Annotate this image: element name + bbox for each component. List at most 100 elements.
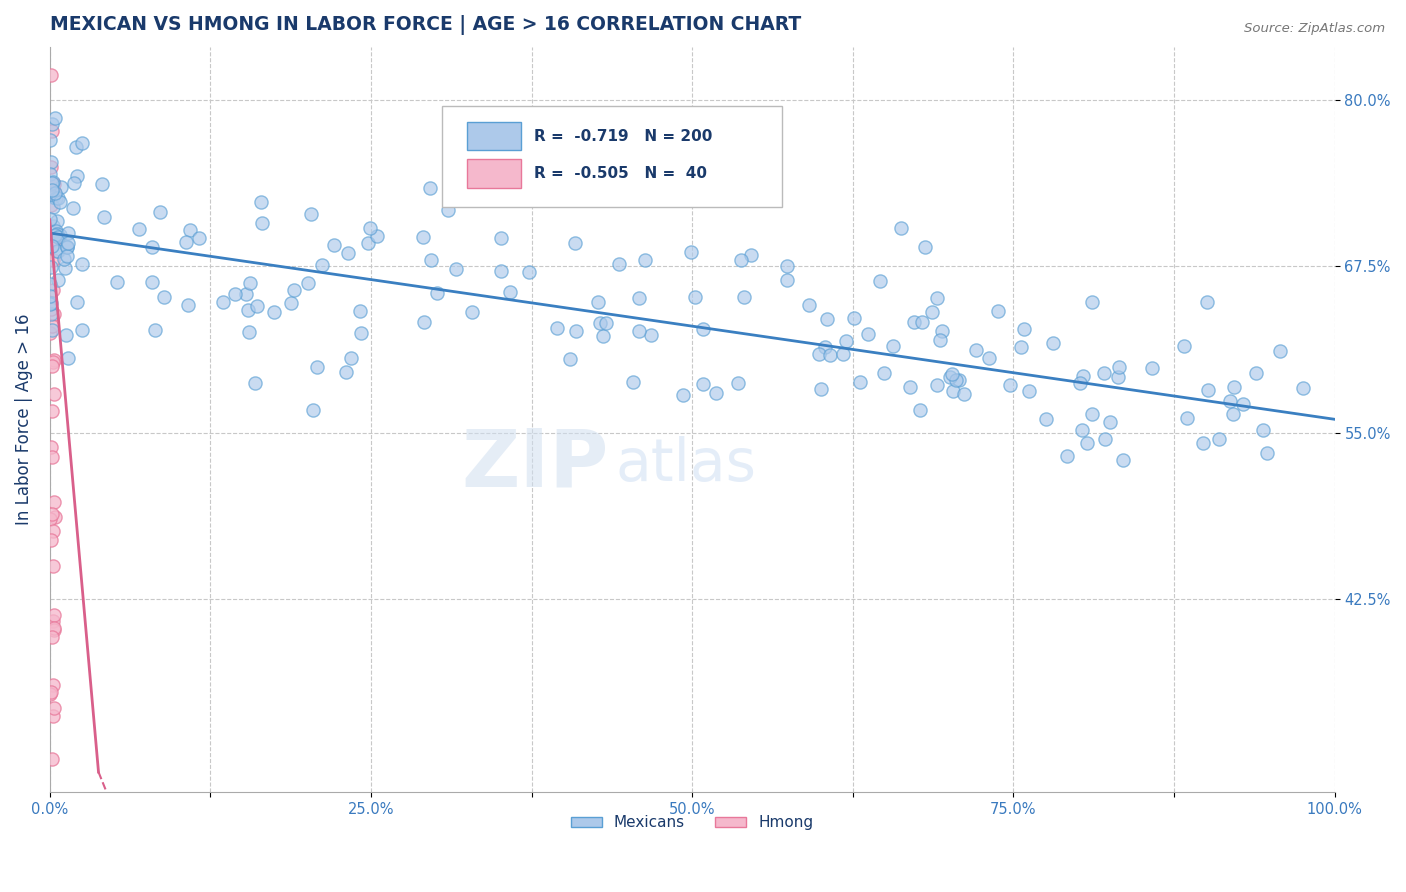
Point — [810, 382, 832, 396]
Point — [1140, 361, 1163, 376]
Point — [93, 210, 115, 224]
Point — [55, 249, 77, 263]
Point — [419, 181, 441, 195]
Point — [1112, 453, 1135, 467]
Point — [45, 213, 67, 227]
Point — [820, 348, 842, 362]
Point — [39, 160, 62, 174]
Point — [938, 370, 960, 384]
Point — [903, 315, 925, 329]
Point — [921, 305, 943, 319]
Point — [143, 323, 166, 337]
Point — [44, 186, 66, 200]
Point — [681, 244, 703, 259]
Point — [177, 298, 200, 312]
Point — [42, 177, 65, 191]
Point — [149, 205, 172, 219]
Point — [349, 304, 371, 318]
Point — [39, 197, 62, 211]
Point — [39, 289, 62, 303]
Point — [39, 687, 62, 701]
Point — [928, 334, 950, 348]
Point — [90, 177, 112, 191]
Point — [42, 283, 65, 297]
Point — [42, 186, 65, 201]
Point — [1012, 322, 1035, 336]
Point — [914, 240, 936, 254]
Point — [45, 227, 67, 241]
Text: MEXICAN VS HMONG IN LABOR FORCE | AGE > 16 CORRELATION CHART: MEXICAN VS HMONG IN LABOR FORCE | AGE > … — [49, 15, 801, 35]
Point — [1035, 412, 1057, 426]
Point — [979, 351, 1001, 365]
Point — [419, 252, 441, 267]
Point — [925, 378, 948, 392]
Point — [66, 294, 89, 309]
Point — [56, 240, 79, 254]
Point — [890, 220, 912, 235]
Point — [141, 275, 163, 289]
Point — [41, 709, 63, 723]
Point — [42, 253, 65, 268]
Point — [42, 190, 65, 204]
Point — [44, 510, 66, 524]
Point — [42, 355, 65, 369]
Point — [42, 233, 65, 247]
Point — [1094, 432, 1116, 446]
Point — [56, 240, 79, 254]
Point — [52, 252, 75, 267]
Point — [42, 559, 65, 574]
Point — [340, 351, 363, 365]
Point — [628, 291, 651, 305]
Point — [49, 195, 72, 210]
Point — [727, 376, 749, 391]
Point — [1107, 369, 1129, 384]
Point — [858, 326, 880, 341]
Point — [53, 260, 76, 275]
Point — [280, 295, 302, 310]
Point — [335, 365, 357, 379]
Point — [1192, 435, 1215, 450]
Point — [323, 238, 346, 252]
Point — [41, 631, 63, 645]
Point — [814, 340, 837, 354]
Point — [1268, 344, 1291, 359]
Point — [1071, 423, 1094, 437]
Point — [945, 373, 967, 387]
Point — [42, 387, 65, 401]
Point — [628, 324, 651, 338]
Point — [311, 258, 333, 272]
Point — [62, 202, 84, 216]
Point — [704, 385, 727, 400]
Point — [733, 290, 755, 304]
Point — [965, 343, 987, 358]
Point — [44, 623, 66, 637]
Point — [188, 231, 211, 245]
Point — [42, 495, 65, 509]
Point — [873, 366, 896, 380]
Point — [927, 291, 949, 305]
Point — [212, 295, 235, 310]
Point — [42, 186, 65, 201]
Point — [640, 328, 662, 343]
Point — [815, 311, 838, 326]
Point — [141, 240, 163, 254]
Point — [1173, 338, 1195, 352]
Point — [565, 324, 588, 338]
Point — [41, 177, 63, 191]
Point — [39, 133, 62, 147]
Point — [302, 402, 325, 417]
Point — [49, 180, 72, 194]
Point — [46, 244, 69, 258]
Point — [45, 191, 67, 205]
Point — [41, 219, 63, 234]
Point — [558, 352, 581, 367]
Point — [41, 322, 63, 336]
Point — [444, 262, 467, 277]
Point — [65, 140, 87, 154]
Point — [153, 290, 176, 304]
Point — [42, 352, 65, 367]
Point — [1175, 410, 1198, 425]
Text: atlas: atlas — [614, 435, 756, 492]
Point — [831, 347, 853, 361]
Point — [1251, 423, 1274, 437]
